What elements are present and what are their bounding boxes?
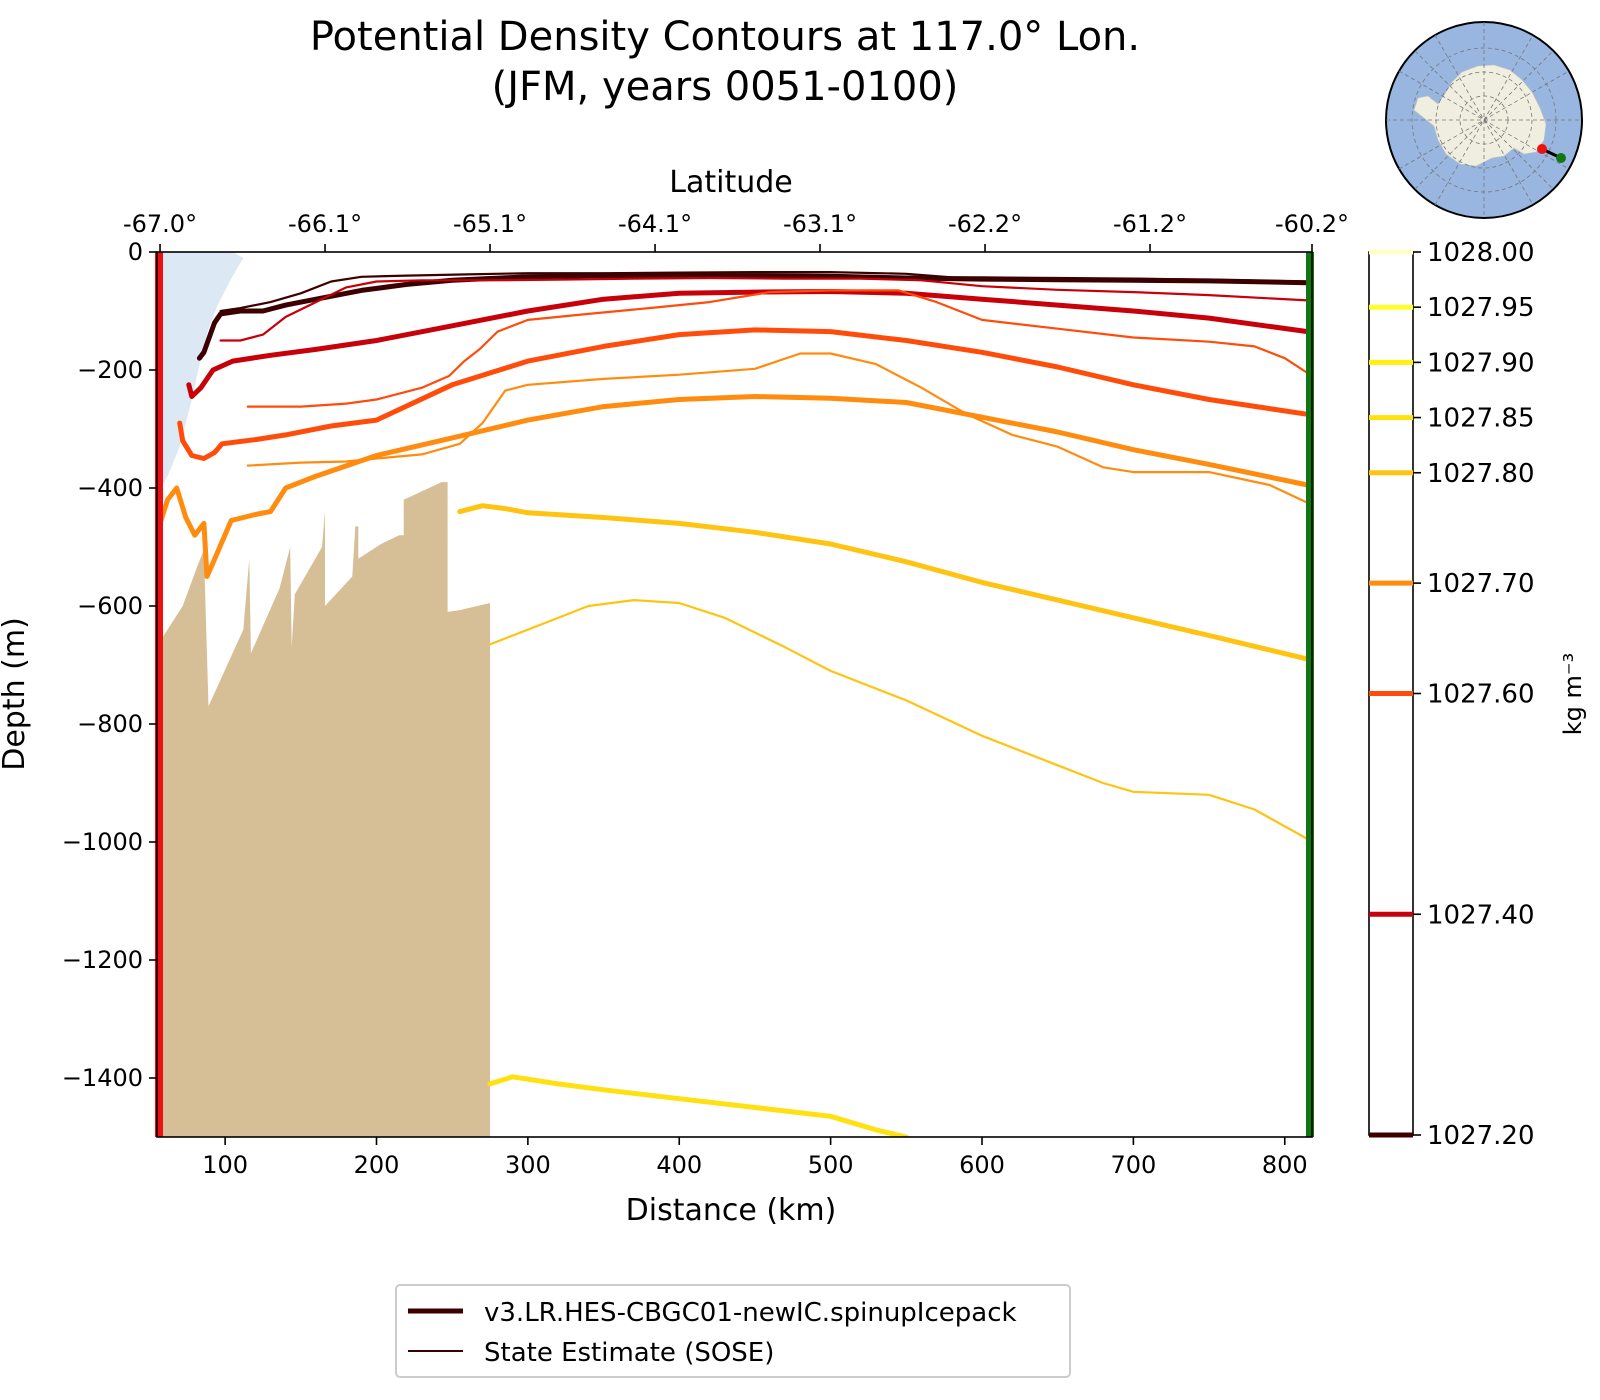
map-graticule [1386, 22, 1582, 218]
contour-lines [157, 271, 1310, 1137]
top-tick-label: -65.1° [453, 210, 527, 238]
plot-frame [156, 251, 1313, 1138]
section-end-dot [1556, 153, 1566, 163]
x-tick-label: 100 [202, 1151, 248, 1179]
x-tick-label: 500 [808, 1151, 854, 1179]
colorbar-tick-label: 1027.95 [1427, 293, 1535, 323]
inset-map [1385, 21, 1583, 219]
ice-shelf-shape [160, 252, 244, 488]
x-axis-bottom: 100 200 300 400 500 600 700 800 [202, 1137, 1308, 1179]
y-tick-label: −800 [77, 710, 143, 738]
y-tick-label: −1400 [62, 1064, 143, 1092]
bathymetry [160, 482, 490, 1137]
y-axis-left: 0 −200 −400 −600 −800 −1000 −1200 −1400 [62, 238, 157, 1092]
contour-sose-1027-8 [488, 598, 1309, 841]
y-axis-label: Depth (m) [0, 617, 32, 771]
x-tick-label: 600 [959, 1151, 1005, 1179]
bathymetry-shape [160, 482, 490, 1137]
top-tick-label: -62.2° [948, 210, 1022, 238]
contour-sose-1027-2 [219, 271, 1309, 313]
top-tick-label: -60.2° [1275, 210, 1349, 238]
legend-label-sose: State Estimate (SOSE) [484, 1338, 774, 1368]
colorbar-tick-label: 1027.20 [1427, 1121, 1535, 1151]
top-tick-label: -61.2° [1113, 210, 1187, 238]
contour-model-1027-8 [457, 503, 1310, 662]
x-tick-label: 300 [505, 1151, 551, 1179]
colorbar-levels: 1027.20 1027.40 1027.60 1027.70 1027.80 1027.… [1369, 238, 1535, 1151]
legend-box [395, 1284, 1071, 1378]
contour-sose-1027-4 [219, 276, 1309, 342]
y-tick-label: −1200 [62, 946, 143, 974]
colorbar-label: kg m⁻³ [1559, 653, 1587, 735]
colorbar-tick-label: 1027.70 [1427, 569, 1535, 599]
chart-title-line2: (JFM, years 0051-0100) [492, 64, 959, 110]
colorbar-tick-label: 1027.80 [1427, 459, 1535, 489]
x-axis-label: Distance (km) [626, 1193, 837, 1228]
x-tick-label: 800 [1262, 1151, 1308, 1179]
y-tick-label: 0 [128, 238, 143, 266]
top-tick-label: -67.0° [123, 210, 197, 238]
ice-shelf [160, 252, 244, 488]
chart-title-line1: Potential Density Contours at 117.0° Lon… [310, 14, 1140, 60]
legend: v3.LR.HES-CBGC01-newIC.spinupIcepack Sta… [395, 1284, 1071, 1378]
top-axis-label: Latitude [669, 165, 792, 200]
colorbar-tick-label: 1027.85 [1427, 404, 1535, 434]
y-tick-label: −400 [77, 474, 143, 502]
x-tick-label: 400 [656, 1151, 702, 1179]
colorbar-tick-label: 1027.40 [1427, 900, 1535, 930]
contour-sose-1027-7 [246, 352, 1309, 504]
legend-label-model: v3.LR.HES-CBGC01-newIC.spinupIcepack [484, 1298, 1017, 1328]
contour-model-1027-6 [177, 327, 1310, 461]
y-tick-label: −1000 [62, 828, 143, 856]
x-tick-label: 700 [1110, 1151, 1156, 1179]
contour-model-1027-85 [487, 1074, 909, 1137]
colorbar-tick-label: 1027.60 [1427, 680, 1535, 710]
contour-model-1027-2 [196, 273, 1310, 361]
y-tick-label: −600 [77, 592, 143, 620]
contour-sose-1027-6 [246, 289, 1309, 408]
section-start-dot [1537, 144, 1547, 154]
section-end-markers [155, 252, 1314, 1137]
contour-model-1027-4 [186, 289, 1310, 399]
y-tick-label: −200 [77, 356, 143, 384]
colorbar: 1027.20 1027.40 1027.60 1027.70 1027.80 1027.… [1368, 238, 1587, 1151]
x-tick-label: 200 [354, 1151, 400, 1179]
plot-area: 100 200 300 400 500 600 700 800 0 −200 −400 −600 −8… [0, 165, 1349, 1228]
x-axis-top: -67.0° -66.1° -65.1° -64.1° -63.1° -62.2° -61.… [123, 210, 1349, 252]
top-tick-label: -64.1° [618, 210, 692, 238]
colorbar-tick-label: 1028.00 [1427, 238, 1535, 268]
top-tick-label: -66.1° [288, 210, 362, 238]
colorbar-tick-label: 1027.90 [1427, 348, 1535, 378]
top-tick-label: -63.1° [783, 210, 857, 238]
